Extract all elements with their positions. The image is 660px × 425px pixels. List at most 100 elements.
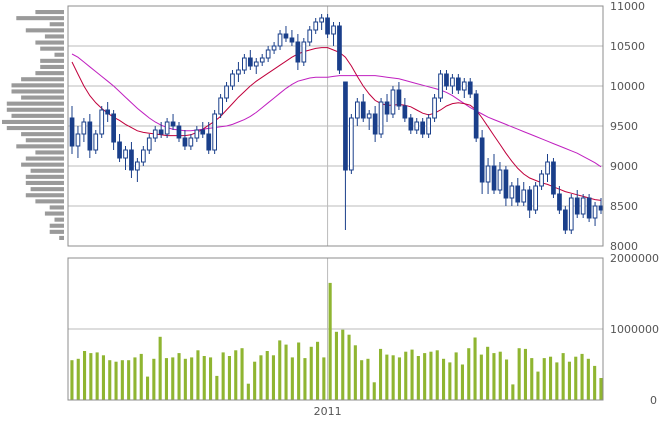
price-tick-label: 10500 xyxy=(610,40,645,53)
volume-bar xyxy=(410,349,414,400)
candle xyxy=(456,74,461,94)
profile-bar xyxy=(16,16,64,21)
volume-bar xyxy=(177,353,181,400)
candle xyxy=(366,110,372,130)
profile-bar xyxy=(25,174,64,179)
candle xyxy=(450,74,455,94)
candle xyxy=(592,202,598,226)
candle-body xyxy=(479,137,485,183)
volume-bar xyxy=(511,384,515,400)
profile-bar xyxy=(11,113,64,118)
candle-body xyxy=(372,113,378,135)
volume-bar xyxy=(561,353,565,400)
candle xyxy=(349,114,354,174)
volume-bar xyxy=(460,364,464,400)
volume-bar xyxy=(133,357,137,400)
candle xyxy=(390,86,396,118)
volume-bar xyxy=(89,353,93,400)
candle xyxy=(545,154,550,182)
candle-body xyxy=(574,197,580,215)
candle-body xyxy=(117,141,122,159)
candle-body xyxy=(236,69,241,75)
candle xyxy=(301,38,307,66)
price-panel-frame xyxy=(67,5,604,247)
candle xyxy=(224,82,229,102)
candle xyxy=(574,190,580,218)
candle xyxy=(146,134,152,154)
candle xyxy=(248,50,253,70)
candle-body xyxy=(408,117,414,131)
candle-body xyxy=(580,197,586,215)
volume-bar xyxy=(498,351,502,400)
volume-bar xyxy=(479,354,483,400)
candle-body xyxy=(563,209,568,231)
candle xyxy=(265,46,271,62)
candle xyxy=(69,106,75,154)
profile-bar xyxy=(25,28,64,33)
candle-body xyxy=(366,113,372,119)
volume-bar xyxy=(486,346,490,401)
volume-bar xyxy=(316,341,320,400)
candle-body xyxy=(557,193,562,211)
volume-bar xyxy=(190,357,194,400)
ma-short-line xyxy=(71,47,602,201)
candle xyxy=(355,98,360,126)
candle-body xyxy=(509,185,515,199)
candle-body xyxy=(467,81,473,95)
candle-body xyxy=(158,129,164,135)
volume-bar xyxy=(442,358,446,400)
candle-body xyxy=(497,169,503,191)
candle-body xyxy=(343,81,348,171)
x-tick-label: 2011 xyxy=(314,405,342,418)
candle xyxy=(402,98,408,122)
candle-body xyxy=(319,17,324,23)
candle-body xyxy=(265,49,271,59)
candle-body xyxy=(111,113,117,143)
candle-body xyxy=(170,121,176,127)
price-tick-label: 8000 xyxy=(610,240,638,253)
candle xyxy=(515,178,521,206)
candle xyxy=(557,186,562,214)
volume-bar xyxy=(574,356,578,400)
volume-bar xyxy=(454,352,458,400)
volume-bar xyxy=(303,358,307,400)
candle xyxy=(325,14,330,38)
volume-bar xyxy=(567,361,571,400)
candle xyxy=(111,110,117,150)
profile-bar xyxy=(21,95,65,100)
profile-bar xyxy=(25,193,64,198)
profile-bar xyxy=(21,77,65,82)
profile-bar xyxy=(11,83,64,88)
volume-bar xyxy=(423,353,427,400)
candle-body xyxy=(135,161,140,171)
candle xyxy=(337,22,342,74)
volume-bar xyxy=(530,358,534,400)
axis-labels: 8000 8500 9000 9500 10000 10500 11000 0 1000000 2… xyxy=(314,0,659,418)
volume-tick-label: 0 xyxy=(650,394,657,407)
candle xyxy=(485,158,491,194)
profile-bar xyxy=(54,217,64,222)
volume-tick-label: 1000000 xyxy=(610,323,659,336)
candle xyxy=(259,54,265,66)
candle-body xyxy=(349,117,354,171)
volume-bar xyxy=(101,355,105,400)
volume-bar xyxy=(404,351,408,400)
profile-bar xyxy=(16,144,64,149)
volume-bar xyxy=(385,354,389,400)
candle-body xyxy=(515,185,521,203)
candle-body xyxy=(242,57,247,71)
candle-body xyxy=(176,125,182,139)
candle-body xyxy=(384,101,390,115)
price-tick-label: 8500 xyxy=(610,200,638,213)
price-tick-label: 9500 xyxy=(610,120,638,133)
profile-bar xyxy=(35,71,64,76)
candle xyxy=(283,26,289,42)
candle xyxy=(99,106,105,138)
candle xyxy=(182,130,188,150)
candle-body xyxy=(141,149,146,163)
candle xyxy=(384,94,390,122)
candle xyxy=(81,118,87,142)
volume-bar xyxy=(290,357,294,400)
candle-body xyxy=(259,57,265,63)
